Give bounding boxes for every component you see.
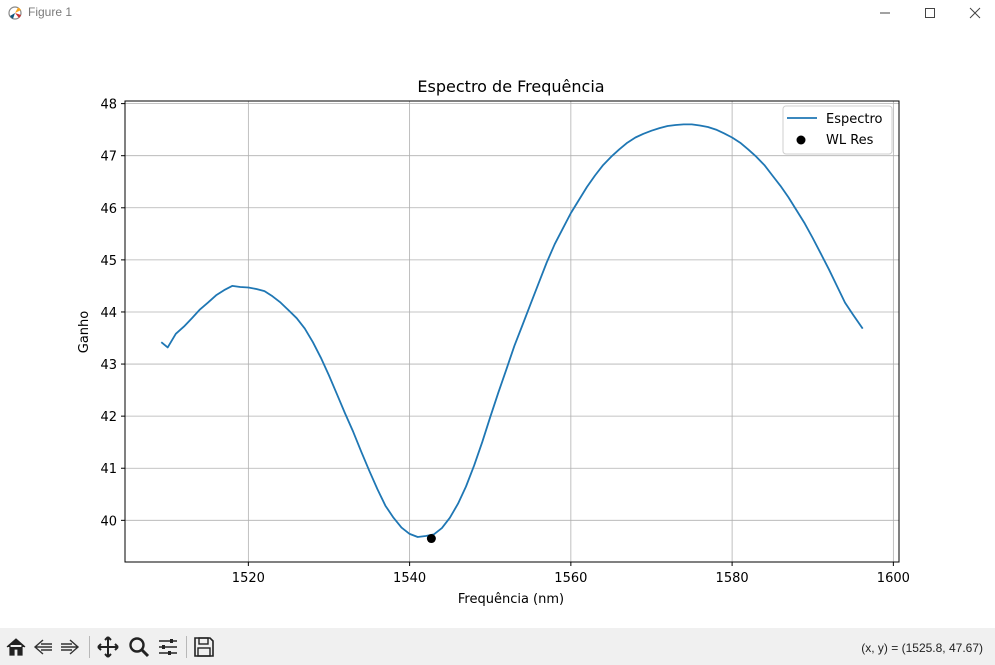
maximize-button[interactable] xyxy=(907,0,953,26)
home-icon xyxy=(6,638,26,656)
cursor-coordinates: (x, y) = (1525.8, 47.67) xyxy=(861,641,983,655)
configure-subplots-icon xyxy=(159,639,177,655)
window-titlebar: Figure 1 xyxy=(0,0,995,26)
save-button[interactable] xyxy=(192,636,216,658)
minimize-icon xyxy=(880,12,890,14)
legend-espectro-label: Espectro xyxy=(826,112,883,127)
legend: Espectro WL Res xyxy=(782,105,893,155)
chart-title: Espectro de Frequência xyxy=(417,77,604,96)
legend-wl-res-swatch xyxy=(796,135,806,145)
figure-canvas[interactable]: 1520 1540 1560 1580 1600 40 41 42 43 44 45 46 47 48 … xyxy=(0,26,995,628)
matplotlib-logo-icon xyxy=(8,6,22,20)
wl-res-marker xyxy=(426,534,436,544)
legend-wl-res-label: WL Res xyxy=(826,133,874,148)
x-tick-label: 1540 xyxy=(393,571,426,586)
y-tick-label: 47 xyxy=(100,150,117,165)
minimize-button[interactable] xyxy=(862,0,908,26)
toolbar-separator xyxy=(89,636,90,658)
x-axis-label: Frequência (nm) xyxy=(458,592,564,607)
y-tick-label: 48 xyxy=(100,98,117,113)
forward-button[interactable] xyxy=(58,636,82,658)
x-tick-label: 1580 xyxy=(716,571,749,586)
close-icon xyxy=(969,7,981,19)
y-tick-label: 45 xyxy=(100,254,117,269)
axes-frame xyxy=(124,100,900,563)
close-button[interactable] xyxy=(952,0,995,26)
pan-icon xyxy=(97,636,119,658)
x-tick-label: 1520 xyxy=(232,571,265,586)
window-title: Figure 1 xyxy=(28,5,73,19)
configure-subplots-button[interactable] xyxy=(156,636,180,658)
y-tick-label: 42 xyxy=(100,410,117,425)
zoom-icon xyxy=(129,637,150,658)
y-tick-label: 44 xyxy=(100,306,117,321)
toolbar-separator xyxy=(186,636,187,658)
zoom-button[interactable] xyxy=(127,636,151,658)
back-arrow-icon xyxy=(33,639,52,655)
maximize-icon xyxy=(925,8,935,18)
y-tick-label: 41 xyxy=(100,462,117,477)
y-axis-ticks: 40 41 42 43 44 45 46 47 48 xyxy=(100,98,125,529)
back-button[interactable] xyxy=(31,636,55,658)
x-tick-label: 1600 xyxy=(877,571,910,586)
forward-arrow-icon xyxy=(61,639,80,655)
y-tick-label: 43 xyxy=(100,358,117,373)
x-tick-label: 1560 xyxy=(554,571,587,586)
save-icon xyxy=(194,637,214,657)
x-axis-ticks: 1520 1540 1560 1580 1600 xyxy=(232,562,910,586)
y-tick-label: 46 xyxy=(100,202,117,217)
y-tick-label: 40 xyxy=(100,514,117,529)
home-button[interactable] xyxy=(4,636,28,658)
grid-lines xyxy=(125,101,899,562)
pan-button[interactable] xyxy=(96,636,120,658)
espectro-line xyxy=(160,123,864,538)
navigation-toolbar: (x, y) = (1525.8, 47.67) xyxy=(0,628,995,665)
y-axis-label: Ganho xyxy=(77,311,92,354)
line-chart: 1520 1540 1560 1580 1600 404142434445464748 … xyxy=(77,77,910,607)
